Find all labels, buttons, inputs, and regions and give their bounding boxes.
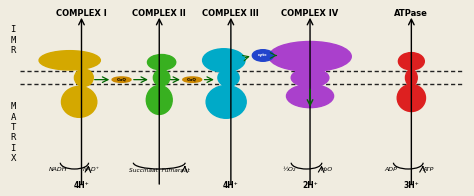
Text: 4H⁺: 4H⁺: [223, 181, 239, 190]
Ellipse shape: [291, 69, 329, 87]
Ellipse shape: [146, 85, 172, 114]
Ellipse shape: [154, 70, 170, 86]
Ellipse shape: [206, 85, 246, 118]
Text: 2H⁺: 2H⁺: [302, 181, 318, 190]
Text: COMPLEX I: COMPLEX I: [56, 9, 107, 18]
Text: CoQ: CoQ: [187, 78, 197, 82]
Text: cytc: cytc: [258, 54, 268, 57]
Text: NAD⁺: NAD⁺: [82, 167, 100, 172]
Text: NADH: NADH: [49, 167, 67, 172]
Ellipse shape: [252, 50, 273, 61]
Text: 3H⁺: 3H⁺: [403, 181, 419, 190]
Ellipse shape: [405, 70, 417, 86]
Ellipse shape: [183, 77, 201, 82]
Text: I
M
R: I M R: [10, 25, 16, 55]
Text: ADP: ADP: [385, 167, 398, 172]
Text: Succinaat  Fumaraat: Succinaat Fumaraat: [129, 168, 190, 172]
Text: ½O₂: ½O₂: [282, 167, 295, 172]
Ellipse shape: [286, 84, 334, 108]
Text: H₂O: H₂O: [320, 167, 333, 172]
Ellipse shape: [397, 84, 426, 112]
Ellipse shape: [269, 42, 351, 71]
Ellipse shape: [202, 49, 245, 72]
Text: COMPLEX IV: COMPLEX IV: [282, 9, 338, 18]
Text: ATPase: ATPase: [394, 9, 428, 18]
Ellipse shape: [74, 69, 93, 86]
Ellipse shape: [147, 54, 176, 70]
Ellipse shape: [39, 51, 100, 70]
Text: ATP: ATP: [422, 167, 434, 172]
Text: CoQ: CoQ: [117, 78, 127, 82]
Ellipse shape: [398, 53, 424, 70]
Text: 4H⁺: 4H⁺: [73, 181, 90, 190]
Ellipse shape: [218, 69, 239, 86]
Text: COMPLEX II: COMPLEX II: [132, 9, 186, 18]
Text: COMPLEX III: COMPLEX III: [202, 9, 259, 18]
Ellipse shape: [112, 77, 131, 82]
Ellipse shape: [62, 86, 97, 117]
Text: M
A
T
R
I
X: M A T R I X: [10, 102, 16, 163]
